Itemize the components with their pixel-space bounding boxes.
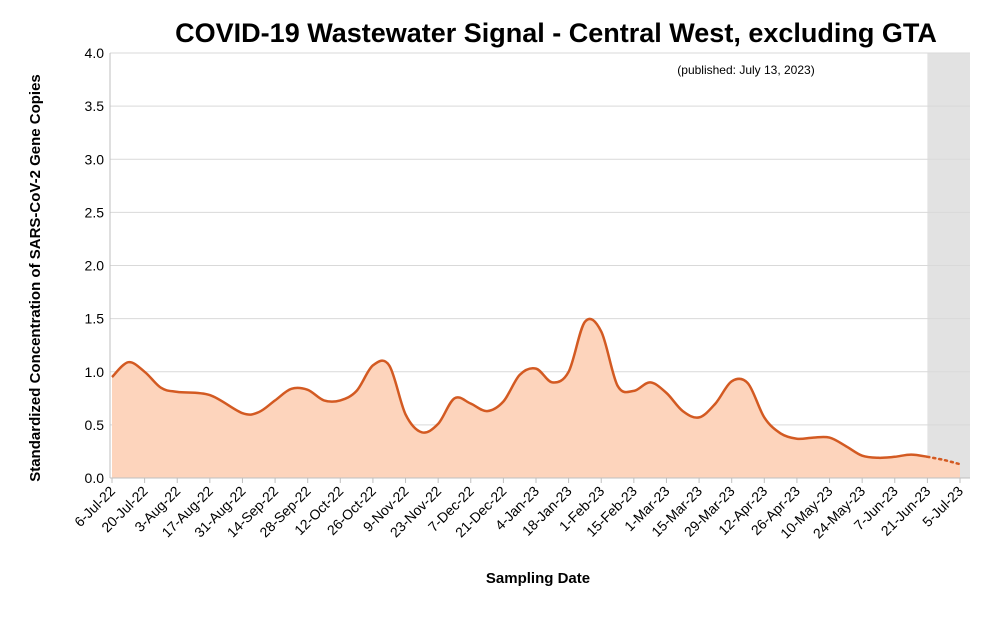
y-tick-label: 3.0 bbox=[85, 151, 105, 167]
y-tick-label: 2.5 bbox=[85, 204, 105, 220]
series-line bbox=[111, 317, 928, 460]
y-axis-title: Standardized Concentration of SARS-CoV-2… bbox=[27, 74, 44, 482]
x-axis-title: Sampling Date bbox=[486, 570, 590, 587]
y-tick-label: 4.0 bbox=[85, 45, 105, 61]
series-area-fill bbox=[112, 318, 960, 478]
chart-title: COVID-19 Wastewater Signal - Central Wes… bbox=[175, 18, 937, 48]
y-tick-label: 1.0 bbox=[85, 364, 105, 380]
y-tick-label: 3.5 bbox=[85, 98, 105, 114]
y-tick-label: 1.5 bbox=[85, 311, 105, 327]
y-tick-label: 0.5 bbox=[85, 417, 105, 433]
y-axis-ticks: 0.0 0.5 1.0 1.5 2.0 2.5 3.0 3.5 4.0 bbox=[85, 45, 105, 486]
gridlines bbox=[110, 52, 970, 426]
y-tick-label: 2.0 bbox=[85, 258, 105, 274]
y-tick-label: 0.0 bbox=[85, 470, 105, 486]
chart-subtitle: (published: July 13, 2023) bbox=[677, 63, 814, 77]
series-projected-line bbox=[926, 455, 962, 466]
